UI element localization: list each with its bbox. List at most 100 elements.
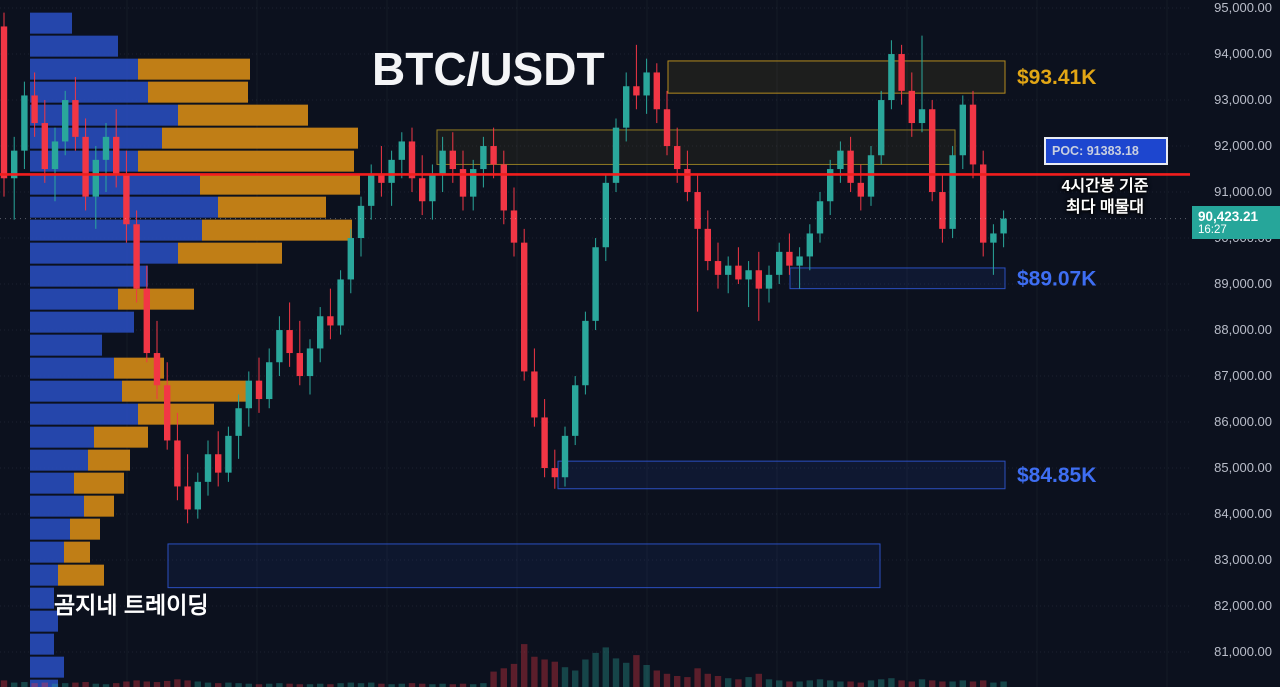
candle-body	[439, 150, 446, 174]
volume-profile-orange-bar	[148, 81, 248, 103]
volume-bar	[21, 682, 28, 687]
volume-bar	[674, 676, 681, 687]
candle-body	[123, 173, 130, 225]
candle-body	[633, 86, 640, 96]
candle-body	[51, 141, 59, 170]
candle-body	[755, 270, 762, 289]
candle-body	[663, 109, 671, 147]
volume-profile-blue-bar	[30, 58, 138, 80]
volume-profile-orange-bar	[94, 426, 148, 448]
volume-bar	[714, 676, 722, 687]
volume-profile-blue-bar	[30, 173, 200, 195]
volume-profile-blue-bar	[30, 564, 58, 586]
volume-bar	[857, 682, 864, 687]
candle-body	[317, 316, 324, 349]
volume-profile-orange-bar	[202, 219, 352, 241]
volume-bar	[490, 671, 497, 687]
candle-body	[878, 100, 885, 156]
volume-bar	[918, 679, 926, 687]
volume-profile-orange-bar	[58, 564, 104, 586]
volume-profile-orange-bar	[64, 541, 90, 563]
candle-body	[327, 316, 334, 326]
candle-body	[929, 109, 936, 193]
volume-bar	[102, 684, 110, 687]
candle-body	[21, 95, 28, 151]
candle-countdown: 16:27	[1198, 223, 1227, 236]
volume-bar	[470, 684, 477, 687]
volume-profile-blue-bar	[30, 380, 122, 402]
candle-body	[602, 182, 609, 248]
volume-bar	[378, 683, 385, 687]
zone-box	[667, 60, 1006, 94]
volume-bar	[806, 680, 813, 687]
volume-profile-blue-bar	[30, 472, 74, 494]
volume-bar	[602, 647, 609, 687]
volume-bar	[561, 667, 569, 687]
candle-body	[368, 173, 375, 206]
volume-bar	[776, 680, 783, 687]
volume-bar	[663, 673, 671, 687]
candle-body	[143, 288, 150, 354]
candle-body	[378, 173, 385, 183]
candle-body	[541, 417, 548, 469]
volume-profile-blue-bar	[30, 127, 162, 149]
volume-bar	[174, 679, 181, 687]
candle-body	[786, 251, 793, 266]
candle-body	[980, 164, 987, 243]
candle-body	[184, 486, 191, 510]
volume-bar	[347, 682, 354, 687]
last-price-value: 90,423.21	[1198, 208, 1259, 224]
candle-body	[949, 155, 956, 229]
candle-body	[419, 178, 426, 202]
volume-bar	[510, 663, 518, 687]
candle-body	[286, 330, 293, 354]
poc-price-label[interactable]: POC: 91383.18	[1044, 137, 1168, 165]
volume-bar	[62, 683, 69, 687]
candle-body	[704, 228, 711, 262]
candle-body	[735, 265, 742, 280]
volume-profile-blue-bar	[30, 587, 54, 609]
volume-bar	[51, 683, 59, 687]
volume-bar	[745, 677, 752, 687]
volume-bar	[164, 680, 171, 687]
candle-body	[521, 242, 528, 372]
volume-profile-orange-bar	[122, 380, 246, 402]
volume-bar	[949, 681, 956, 687]
candle-body	[225, 435, 232, 473]
candle-body	[490, 146, 497, 165]
candle-body	[31, 95, 38, 124]
volume-bar	[786, 681, 793, 687]
candle-body	[102, 136, 110, 160]
volume-bar	[92, 683, 99, 687]
volume-bar	[735, 679, 742, 687]
candle-body	[745, 270, 752, 280]
candle-body	[357, 205, 365, 239]
volume-bar	[439, 683, 446, 687]
volume-bar	[276, 683, 283, 687]
volume-bar	[541, 659, 548, 687]
volume-bar	[398, 683, 405, 687]
candle-body	[612, 127, 620, 183]
volume-bar	[153, 682, 161, 687]
candle-body	[918, 109, 926, 124]
candle-body	[969, 104, 977, 165]
volume-profile-orange-bar	[178, 104, 308, 126]
volume-bar	[847, 681, 854, 687]
candle-body	[398, 141, 405, 160]
volume-bar	[725, 678, 732, 687]
candle-body	[388, 159, 395, 183]
zone-label: $84.85K	[1017, 464, 1096, 487]
volume-bar	[133, 680, 140, 687]
volume-bar	[480, 683, 487, 687]
candle-body	[765, 274, 773, 289]
zone-box	[557, 460, 1006, 490]
volume-bar	[215, 683, 222, 687]
candle-body	[480, 146, 487, 170]
candle-body	[164, 385, 171, 441]
volume-profile-blue-bar	[30, 265, 148, 287]
candle-body	[0, 26, 8, 179]
volume-bar	[429, 684, 436, 687]
volume-profile-blue-bar	[30, 104, 178, 126]
volume-profile-blue-bar	[30, 495, 84, 517]
